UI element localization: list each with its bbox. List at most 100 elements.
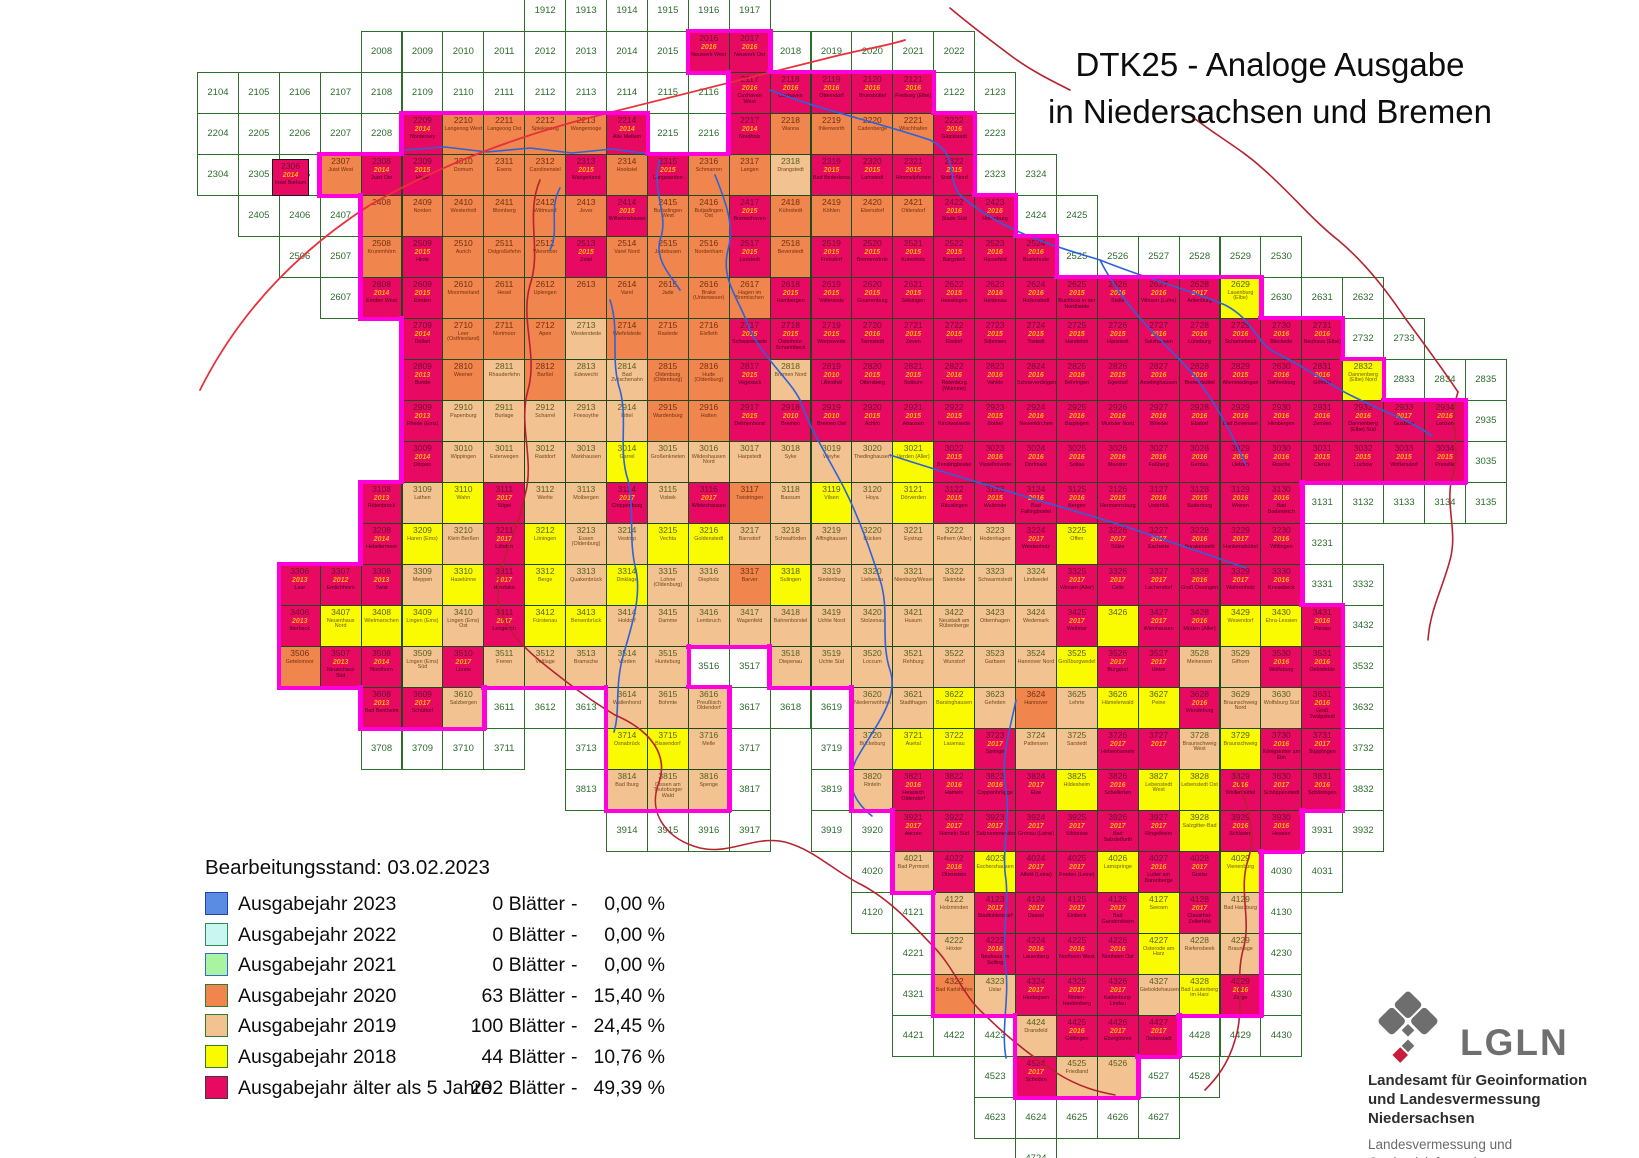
sheet-year: 2015 (741, 248, 758, 256)
legend-label: Ausgabejahr 2023 (238, 893, 397, 915)
sheet-number: 3027 (1149, 443, 1169, 453)
grid-cell-2416: 2416 Butjadingen Ost (687, 195, 730, 237)
sheet-number: 3828 (1190, 771, 1209, 781)
legend-percent: 10,76 % (593, 1045, 665, 1068)
sheet-number: 3026 (1108, 443, 1128, 453)
sheet-number: 3710 (452, 742, 474, 754)
sheet-year: 2015 (823, 248, 840, 256)
sheet-name: Heidenau (983, 297, 1007, 304)
sheet-number: 2620 (862, 279, 882, 289)
sheet-name: Lamstedt (861, 174, 884, 181)
sheet-year: 2016 (1028, 248, 1044, 256)
grid-cell-3931: 3931 (1301, 810, 1344, 852)
grid-cell-3320: 3320 Liebenau (851, 564, 894, 606)
sheet-number: 3116 (699, 484, 718, 494)
sheet-number: 2314 (617, 156, 637, 166)
sheet-number: 3620 (862, 689, 882, 699)
grid-cell-3426: 3426 (1096, 605, 1139, 647)
sheet-number: 2413 (576, 197, 596, 207)
grid-cell-3024: 3024 2016 Dorfmark (1015, 441, 1057, 483)
coverage-outline-segment (399, 110, 404, 157)
sheet-number: 3814 (617, 771, 637, 781)
grid-cell-3732: 3732 (1342, 728, 1385, 770)
sheet-name: Großenkneten (650, 453, 686, 460)
sheet-name: Uchte Süd (818, 658, 845, 665)
sheet-name: Suderburg (1186, 502, 1213, 509)
grid-cell-2614: 2614 Varel (606, 277, 648, 319)
sheet-number: 3012 (535, 443, 555, 453)
sheet-number: 3510 (453, 648, 473, 658)
grid-cell-2016: 2016 2016 Neuwerk West (687, 31, 730, 73)
sheet-name: Kutenholz (901, 256, 926, 263)
grid-cell-3210: 3210 Klein Berßen (442, 523, 485, 565)
sheet-year: 2015 (1396, 453, 1412, 461)
sheet-name: Neuhaus im Solling (980, 953, 1010, 966)
grid-cell-2415: 2415 Butjadingen West (646, 195, 689, 237)
grid-cell-2514: 2514 Varel Nord (606, 236, 648, 278)
sheet-number: 3417 (740, 607, 760, 617)
grid-cell-3310: 3310 Haselünne (442, 564, 485, 606)
coverage-outline-segment (1259, 971, 1264, 1018)
sheet-number: 3130 (1271, 484, 1291, 494)
sheet-number: 4528 (1188, 1070, 1211, 1082)
sheet-name: Hildesheim (1063, 781, 1091, 788)
grid-cell-2308: 2308 2014 Juist Ost (360, 154, 403, 196)
coverage-outline-segment (645, 110, 651, 157)
sheet-name: Einbeck (1067, 912, 1087, 919)
sheet-number: 2410 (453, 197, 473, 207)
grid-cell-2917: 2917 2015 Delmenhorst (728, 400, 771, 442)
sheet-number: 2820 (862, 361, 882, 371)
sheet-name: Amelinghausen (1140, 379, 1178, 386)
sheet-year: 2015 (987, 494, 1003, 502)
coverage-outline-segment (358, 316, 404, 322)
grid-cell-3615: 3615 Bohmte (646, 687, 689, 729)
sheet-number: 4624 (1025, 1111, 1047, 1123)
sheet-name: Häuslingen (940, 502, 968, 509)
grid-cell-3111: 3111 2017 Sögel (483, 482, 526, 524)
sheet-number: 3015 (658, 443, 678, 453)
sheet-number: 2222 (944, 115, 964, 125)
sheet-number: 3521 (903, 648, 923, 658)
sheet-number: 3221 (903, 525, 923, 535)
sheet-name: Klein Berßen (447, 535, 479, 542)
sheet-year: 2017 (1109, 740, 1126, 748)
sheet-number: 3621 (903, 689, 923, 699)
sheet-name: Oldenburg (Oldenburg) (653, 371, 683, 384)
sheet-name: Jade (661, 289, 674, 296)
sheet-year: 2016 (1273, 494, 1290, 502)
sheet-number: 4623 (984, 1111, 1006, 1123)
grid-cell-2506: 2506 (278, 236, 321, 278)
grid-cell-2918: 2918 2010 Bremen (769, 400, 812, 442)
coverage-outline-segment (1299, 315, 1345, 321)
sheet-name: Uchte Nord (817, 617, 846, 624)
grid-cell-2912: 2912 Scharrel (524, 400, 567, 442)
sheet-number: 3224 (1026, 525, 1046, 535)
sheet-name: Hatten (700, 412, 717, 419)
coverage-outline-segment (358, 479, 404, 485)
grid-cell-2811: 2811 Rhauderfehn (483, 359, 526, 401)
sheet-number: 3034 (1435, 443, 1455, 453)
grid-cell-2726: 2726 2015 Hanstedt (1096, 318, 1139, 360)
sheet-name: Cloppenburg (611, 502, 643, 509)
sheet-year: 2015 (946, 330, 962, 338)
sheet-name: Eschershausen (976, 863, 1014, 870)
grid-cell-4421: 4421 (892, 1015, 935, 1057)
sheet-number: 3406 (290, 607, 310, 617)
sheet-year: 2016 (987, 781, 1003, 789)
legend-swatch (205, 953, 228, 977)
sheet-name: Alfeld (Leine) (1020, 871, 1052, 878)
sheet-number: 4125 (1067, 894, 1087, 904)
grid-cell-2510: 2510 Aurich (442, 236, 485, 278)
grid-cell-3914: 3914 (606, 810, 648, 852)
grid-cell-3821: 3821 2016 Hessisch Oldendorf (892, 769, 935, 811)
sheet-name: Otterndorf (819, 92, 844, 99)
grid-cell-3422: 3422 Neustadt am Rübenberge (933, 605, 976, 647)
sheet-name: Lathen (414, 494, 431, 501)
logo-org-line-2: und Landesvermessung Niedersachsen (1368, 1090, 1541, 1127)
sheet-number: 2909 (412, 402, 432, 412)
grid-cell-2114: 2114 (606, 72, 648, 114)
sheet-name: Lebenstedt Ost (1181, 781, 1218, 788)
sheet-name: Elsfleth (699, 330, 718, 337)
grid-cell-2711: 2711 Nortmoor (483, 318, 526, 360)
sheet-name: Wahn (456, 494, 471, 501)
